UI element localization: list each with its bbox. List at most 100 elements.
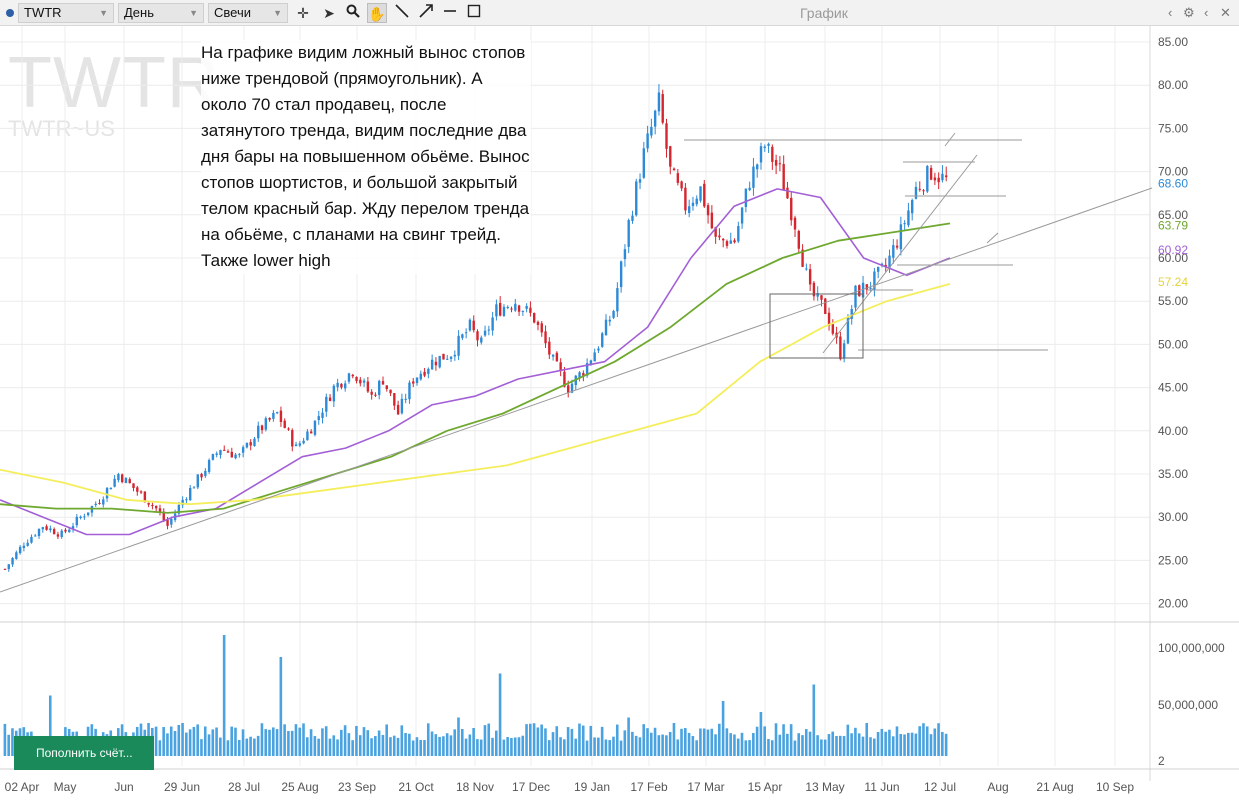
symbol-select[interactable]: TWTR ▼: [18, 3, 114, 23]
price-chart[interactable]: 85.00 80.00 75.00 70.00 65.00 60.00 55.00 50.00…: [0, 26, 1239, 805]
volume-bar: [555, 726, 559, 756]
volume-bar: [702, 728, 706, 756]
volume-bar: [740, 732, 744, 756]
candle-body: [892, 245, 895, 258]
candle-body: [703, 183, 706, 207]
x-tick-label: 23 Sep: [338, 780, 376, 794]
candle-body: [219, 450, 222, 455]
volume-bar: [203, 726, 207, 756]
volume-bar: [445, 733, 449, 756]
candle-body: [623, 249, 627, 260]
candle-body: [812, 282, 816, 297]
volume-bar: [891, 736, 895, 756]
x-tick-label: 17 Dec: [512, 780, 550, 794]
candle-body: [102, 499, 105, 505]
period-select[interactable]: День ▼: [118, 3, 204, 23]
candle-body: [196, 474, 199, 488]
candle-body: [472, 320, 475, 331]
y-tick-label: 65.00: [1158, 208, 1188, 222]
horizontal-line-tool-icon[interactable]: [440, 3, 460, 23]
volume-bar: [695, 740, 698, 756]
line-tool-icon[interactable]: [392, 3, 412, 23]
volume-bar: [649, 732, 653, 756]
volume-bar: [774, 723, 778, 756]
volume-bar: [793, 740, 797, 756]
candle-body: [718, 235, 721, 238]
volume-bar: [850, 733, 853, 756]
volume-bar: [725, 728, 729, 756]
candle-body: [366, 381, 370, 392]
zoom-tool-icon[interactable]: [343, 3, 363, 23]
candle-body: [903, 223, 906, 225]
volume-bar: [264, 729, 268, 756]
candle-body: [827, 312, 831, 326]
candle-body: [706, 205, 710, 216]
volume-bar: [574, 738, 577, 756]
candle-body: [495, 304, 498, 317]
last-price-label: 68.60: [1158, 177, 1188, 191]
chart-type-select[interactable]: Свечи ▼: [208, 3, 288, 23]
candle-body: [710, 212, 714, 229]
candle-body: [533, 312, 536, 323]
rectangle-tool-icon[interactable]: [464, 3, 484, 23]
candle-body: [430, 359, 434, 370]
candle-body: [185, 499, 188, 501]
volume-bar: [173, 730, 177, 756]
annotation-text[interactable]: На графике видим ложный вынос стопов ниж…: [201, 40, 531, 274]
moving-average-line: [0, 222, 951, 514]
volume-tick-label: 100,000,000: [1158, 641, 1225, 655]
volume-bar: [884, 731, 887, 756]
close-icon[interactable]: ✕: [1220, 5, 1231, 20]
topup-account-button[interactable]: Пополнить счёт...: [14, 736, 154, 770]
volume-bar: [226, 740, 230, 756]
volume-bar: [415, 737, 419, 756]
collapse-left-icon[interactable]: ‹: [1168, 5, 1173, 20]
candle-body: [166, 519, 169, 526]
x-tick-label: 29 Jun: [164, 780, 200, 794]
candle-body: [729, 240, 732, 244]
candle-body: [68, 529, 71, 533]
hand-tool-icon[interactable]: ✋: [367, 3, 387, 23]
candle-body: [468, 319, 472, 331]
gear-icon[interactable]: ⚙: [1183, 5, 1195, 20]
volume-bar: [801, 735, 804, 756]
volume-bar: [861, 736, 865, 756]
chevron-down-icon: ▼: [99, 8, 108, 18]
ray-tool-icon[interactable]: [416, 3, 436, 23]
candle-body: [71, 526, 75, 529]
candle-body: [790, 197, 793, 221]
candle-body: [691, 202, 695, 207]
candle-body: [332, 385, 336, 402]
candle-body: [291, 430, 294, 447]
candle-body: [415, 377, 419, 384]
candle-body: [657, 92, 661, 112]
crosshair-tool-icon[interactable]: ✛: [297, 5, 309, 21]
volume-bar: [510, 737, 513, 756]
symbol-status-icon: [6, 9, 14, 17]
volume-bar: [177, 724, 181, 756]
candle-body: [438, 355, 441, 368]
volume-bar: [816, 735, 819, 756]
pointer-tool-icon[interactable]: ➤: [323, 5, 335, 21]
collapse-right-icon[interactable]: ‹: [1204, 5, 1209, 20]
volume-bar: [7, 734, 10, 756]
volume-bar: [718, 723, 721, 756]
volume-bar: [200, 739, 203, 756]
moving-average-line: [0, 283, 951, 506]
volume-bar: [820, 739, 823, 756]
volume-bar: [245, 738, 249, 756]
volume-bar: [600, 726, 604, 756]
volume-bar: [476, 739, 479, 756]
candle-body: [941, 173, 944, 181]
candle-body: [226, 451, 230, 453]
volume-bar: [933, 728, 937, 756]
volume-bar: [944, 733, 948, 756]
candle-body: [155, 505, 158, 509]
volume-bar: [154, 726, 158, 756]
volume-bar: [578, 723, 581, 756]
candle-body: [585, 363, 589, 376]
candle-body: [351, 374, 354, 377]
volume-bar: [763, 726, 766, 756]
volume-bar: [158, 740, 162, 756]
candle-body: [132, 483, 135, 489]
